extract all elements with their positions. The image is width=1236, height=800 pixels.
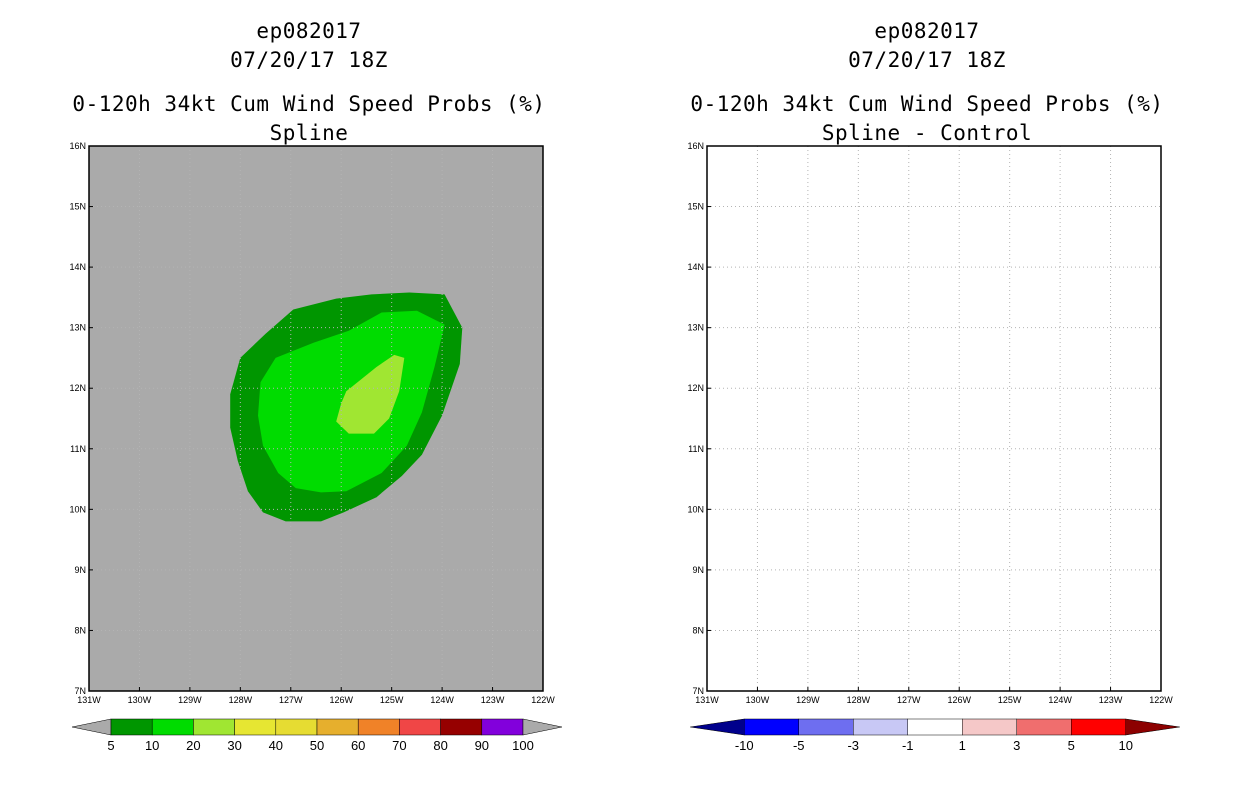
panel1-subtitle: Spline: [269, 121, 349, 145]
panel2-subtitle: Spline - Control: [821, 121, 1033, 145]
x-tick-label: 125W: [380, 695, 404, 705]
y-tick-label: 14N: [69, 262, 86, 272]
panel2-title: 0-120h 34kt Cum Wind Speed Probs (%): [690, 92, 1164, 116]
panel1-storm-id: ep082017: [256, 19, 362, 43]
x-tick-label: 129W: [178, 695, 202, 705]
x-tick-label: 123W: [481, 695, 505, 705]
colorbar-label: 3: [1013, 738, 1020, 753]
x-tick-label: 124W: [1048, 695, 1072, 705]
x-tick-label: 127W: [897, 695, 921, 705]
colorbar-swatch: [798, 718, 854, 736]
x-tick-label: 122W: [1149, 695, 1173, 705]
y-tick-label: 9N: [74, 565, 86, 575]
colorbar-swatch: [1016, 718, 1072, 736]
colorbar-label: 80: [433, 738, 447, 753]
colorbar-label: 5: [1068, 738, 1075, 753]
y-tick-label: 16N: [687, 141, 704, 151]
colorbar-swatch: [151, 718, 194, 736]
y-tick-label: 8N: [74, 625, 86, 635]
colorbar-swatch: [316, 718, 359, 736]
colorbar-swatch: [110, 718, 153, 736]
colorbar-label: 30: [227, 738, 241, 753]
x-tick-label: 131W: [695, 695, 719, 705]
plot-frame: [88, 145, 544, 692]
colorbar-under-arrow: [690, 718, 745, 736]
colorbar-over-arrow: [522, 718, 563, 736]
x-tick-label: 124W: [430, 695, 454, 705]
panel2-storm-id: ep082017: [874, 19, 980, 43]
plot-frame: [706, 145, 1162, 692]
colorbar-label: 10: [145, 738, 159, 753]
x-tick-label: 122W: [531, 695, 555, 705]
colorbar-swatch: [357, 718, 400, 736]
x-tick-label: 126W: [329, 695, 353, 705]
x-tick-label: 128W: [229, 695, 253, 705]
y-tick-label: 11N: [70, 444, 86, 454]
y-tick-label: 15N: [687, 202, 704, 212]
y-tick-label: 9N: [692, 565, 704, 575]
colorbar-swatch: [440, 718, 483, 736]
panel1-datetime: 07/20/17 18Z: [230, 48, 388, 72]
colorbar-swatch: [1071, 718, 1126, 736]
colorbar-label: 5: [107, 738, 114, 753]
spline-probability-map: 131W 130W 129W 128W 127W 126W 125W 124W 123W 122W…: [69, 141, 563, 753]
y-tick-label: 7N: [692, 686, 704, 696]
colorbar-over-arrow: [1125, 718, 1180, 736]
x-tick-label: 130W: [128, 695, 152, 705]
colorbar-label: -3: [847, 738, 859, 753]
x-tick-label: 127W: [279, 695, 303, 705]
colorbar-swatch: [853, 718, 908, 736]
contour-20-percent: [336, 354, 405, 434]
colorbar-label: -5: [793, 738, 805, 753]
colorbar-label: 10: [1119, 738, 1133, 753]
plot-background: [707, 146, 1161, 691]
colorbar-label: 70: [392, 738, 406, 753]
x-tick-label: 131W: [77, 695, 101, 705]
colorbar-under-arrow: [71, 718, 112, 736]
x-tick-label: 125W: [998, 695, 1022, 705]
colorbar-label: 1: [959, 738, 966, 753]
colorbar-label: 100: [512, 738, 534, 753]
colorbar-swatch: [744, 718, 799, 736]
y-tick-label: 8N: [692, 625, 704, 635]
colorbar-swatch: [234, 718, 277, 736]
colorbar-label: 20: [186, 738, 200, 753]
y-tick-label: 15N: [69, 202, 86, 212]
colorbar-swatch: [193, 718, 235, 736]
colorbar-swatch: [275, 718, 318, 736]
y-tick-label: 14N: [687, 262, 704, 272]
colorbar-label: 60: [351, 738, 365, 753]
y-tick-label: 13N: [69, 323, 86, 333]
y-tick-label: 10N: [687, 504, 704, 514]
y-tick-label: 11N: [688, 444, 704, 454]
colorbar-label: 40: [269, 738, 283, 753]
colorbar-swatch: [962, 718, 1017, 736]
x-tick-label: 123W: [1099, 695, 1123, 705]
colorbar-label: 90: [475, 738, 489, 753]
y-tick-label: 7N: [74, 686, 86, 696]
y-tick-label: 12N: [69, 383, 86, 393]
y-tick-label: 13N: [687, 323, 704, 333]
colorbar-label: -10: [735, 738, 754, 753]
x-tick-label: 126W: [947, 695, 971, 705]
x-tick-label: 128W: [847, 695, 871, 705]
panel1-title: 0-120h 34kt Cum Wind Speed Probs (%): [72, 92, 546, 116]
x-tick-label: 129W: [796, 695, 820, 705]
colorbar-swatch: [399, 718, 441, 736]
spline-minus-control-map: 131W 130W 129W 128W 127W 126W 125W 124W 123W 122W…: [687, 141, 1180, 753]
colorbar-label: 50: [310, 738, 324, 753]
x-tick-label: 130W: [746, 695, 770, 705]
colorbar-swatch: [481, 718, 524, 736]
colorbar-label: -1: [902, 738, 914, 753]
colorbar-swatch: [907, 718, 963, 736]
y-tick-label: 12N: [687, 383, 704, 393]
y-tick-label: 16N: [69, 141, 86, 151]
y-tick-label: 10N: [69, 504, 86, 514]
panel2-datetime: 07/20/17 18Z: [848, 48, 1006, 72]
